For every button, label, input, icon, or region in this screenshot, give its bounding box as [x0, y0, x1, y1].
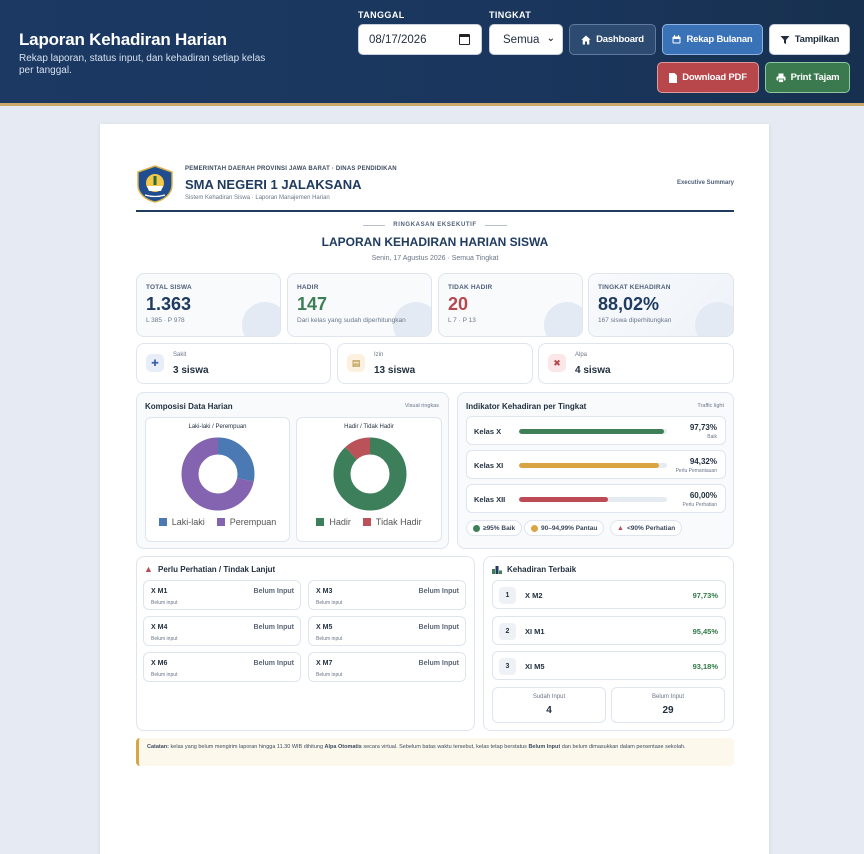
legend-item-male: Laki-laki — [158, 517, 205, 527]
indicator-bar — [519, 463, 667, 468]
calendar-icon — [459, 34, 470, 45]
chevron-down-icon: ⌄ — [546, 33, 555, 44]
warning-icon: ▲ — [617, 524, 624, 532]
sick-card: ✚ Sakit 3 siswa — [136, 343, 331, 384]
attention-panel: ▲ Perlu Perhatian / Tindak Lanjut X M1 B… — [136, 556, 475, 731]
gender-slice-female — [181, 437, 255, 511]
report-kicker: RINGKASAN EKSEKUTIF — [136, 222, 734, 228]
kpi-present: HADIR 147 Dari kelas yang sudah diperhit… — [287, 273, 432, 337]
clock-icon — [531, 524, 538, 532]
attention-item: X M1 Belum input Belum Input — [143, 580, 301, 610]
best-item: 1 X M2 97,73% — [492, 580, 726, 609]
dashboard-button[interactable]: Dashboard — [569, 24, 656, 55]
presence-chart: Hadir / Tidak Hadir Hadir Tidak Hadir — [296, 417, 442, 542]
date-input[interactable]: 08/17/2026 — [358, 24, 482, 55]
show-button[interactable]: Tampilkan — [769, 24, 850, 55]
letterhead-divider — [136, 210, 734, 212]
gender-chart-title: Laki-laki / Perempuan — [188, 424, 247, 430]
legend-item-female: Perempuan — [216, 517, 276, 527]
indicator-title: Indikator Kehadiran per Tingkat — [466, 402, 587, 411]
home-icon — [581, 35, 591, 44]
kpi-attendance-rate: TINGKAT KEHADIRAN 88,02% 167 siswa diper… — [588, 273, 734, 337]
attention-item: X M6 Belum input Belum Input — [143, 652, 301, 682]
gender-donut — [181, 437, 255, 511]
school-logo — [136, 165, 174, 203]
legend-chip-attention: ▲ <90% Perhatian — [610, 520, 683, 536]
composition-panel: Komposisi Data Harian Visual ringkas Lak… — [136, 392, 449, 549]
attention-item: X M3 Belum input Belum Input — [308, 580, 466, 610]
executive-summary-tag: Executive Summary — [676, 180, 734, 186]
level-select[interactable]: Semua ⌄ — [489, 24, 563, 55]
date-label: TANGGAL — [358, 10, 405, 20]
kpi-value: 20 — [448, 294, 469, 314]
presence-legend: Hadir Tidak Hadir — [297, 517, 441, 527]
printer-icon — [776, 73, 786, 83]
permission-card: ▤ Izin 13 siswa — [337, 343, 533, 384]
file-pdf-icon — [669, 72, 678, 83]
medical-icon: ✚ — [146, 354, 164, 372]
check-circle-icon — [473, 524, 480, 532]
indicator-bar-fill — [519, 429, 664, 434]
kpi-total-students: TOTAL SISWA 1.363 L 385 · P 978 — [136, 273, 281, 337]
podium-icon — [492, 566, 502, 574]
presence-slice-absent — [333, 437, 407, 511]
best-item: 2 XI M1 95,45% — [492, 616, 726, 645]
report-title: LAPORAN KEHADIRAN HARIAN SISWA — [321, 235, 549, 249]
school-name: SMA NEGERI 1 JALAKSANA — [185, 177, 362, 192]
indicator-row: Kelas XII 60,00% Perlu Perhatian — [466, 484, 726, 513]
presence-donut — [333, 437, 407, 511]
indicator-row: Kelas XI 94,32% Perlu Pemantauan — [466, 450, 726, 479]
filter-icon — [780, 35, 790, 44]
page-subtitle: Rekap laporan, status input, dan kehadir… — [19, 53, 266, 76]
best-item: 3 XI M5 93,18% — [492, 651, 726, 680]
indicator-bar — [519, 429, 667, 434]
level-label: TINGKAT — [489, 10, 532, 20]
page-title: Laporan Kehadiran Harian — [19, 30, 227, 49]
attention-item: X M5 Belum input Belum Input — [308, 616, 466, 646]
gender-chart: Laki-laki / Perempuan Laki-laki Perempua… — [145, 417, 290, 542]
document-icon: ▤ — [347, 354, 365, 372]
report-subtitle: Senin, 17 Agustus 2026 · Semua Tingkat — [371, 255, 499, 262]
indicator-bar-fill — [519, 463, 659, 468]
top-bar: Laporan Kehadiran Harian Rekap laporan, … — [0, 0, 864, 106]
agency-name: PEMERINTAH DAERAH PROVINSI JAWA BARAT · … — [185, 166, 397, 172]
indicator-panel: Indikator Kehadiran per Tingkat Traffic … — [457, 392, 734, 549]
indicator-bar-fill — [519, 497, 608, 502]
report-paper: PEMERINTAH DAERAH PROVINSI JAWA BARAT · … — [100, 124, 769, 854]
submitted-stat: Sudah Input 4 — [492, 687, 606, 723]
legend-item-absent: Tidak Hadir — [362, 517, 422, 527]
indicator-row: Kelas X 97,73% Baik — [466, 416, 726, 445]
best-attendance-panel: Kehadiran Terbaik 1 X M2 97,73% 2 XI M1 … — [483, 556, 734, 731]
kpi-value: 88,02% — [598, 294, 660, 314]
attention-item: X M7 Belum input Belum Input — [308, 652, 466, 682]
gender-legend: Laki-laki Perempuan — [146, 517, 289, 527]
attention-title: Perlu Perhatian / Tindak Lanjut — [158, 565, 276, 574]
level-value: Semua — [503, 33, 540, 46]
composition-title: Komposisi Data Harian — [145, 402, 233, 411]
attention-item: X M4 Belum input Belum Input — [143, 616, 301, 646]
kpi-value: 147 — [297, 294, 328, 314]
not-submitted-stat: Belum Input 29 — [611, 687, 725, 723]
best-title: Kehadiran Terbaik — [507, 565, 577, 574]
download-pdf-button[interactable]: Download PDF — [657, 62, 759, 93]
print-button[interactable]: Print Tajam — [765, 62, 850, 93]
warning-icon: ▲ — [144, 564, 153, 574]
system-name: Sistem Kehadiran Siswa · Laporan Manajem… — [185, 195, 330, 201]
note-box: Catatan: kelas yang belum mengirim lapor… — [136, 738, 734, 766]
indicator-bar — [519, 497, 667, 502]
alpa-card: ✖ Alpa 4 siswa — [538, 343, 734, 384]
legend-chip-watch: 90–94,99% Pantau — [524, 520, 605, 536]
presence-chart-title: Hadir / Tidak Hadir — [344, 424, 394, 430]
calendar-icon — [672, 35, 681, 44]
monthly-recap-button[interactable]: Rekap Bulanan — [662, 24, 763, 55]
legend-item-present: Hadir — [316, 517, 351, 527]
legend-chip-good: ≥95% Baik — [466, 520, 523, 536]
kpi-absent: TIDAK HADIR 20 L 7 · P 13 — [438, 273, 583, 337]
kpi-value: 1.363 — [146, 294, 192, 314]
user-x-icon: ✖ — [548, 354, 566, 372]
date-value: 08/17/2026 — [369, 33, 427, 46]
